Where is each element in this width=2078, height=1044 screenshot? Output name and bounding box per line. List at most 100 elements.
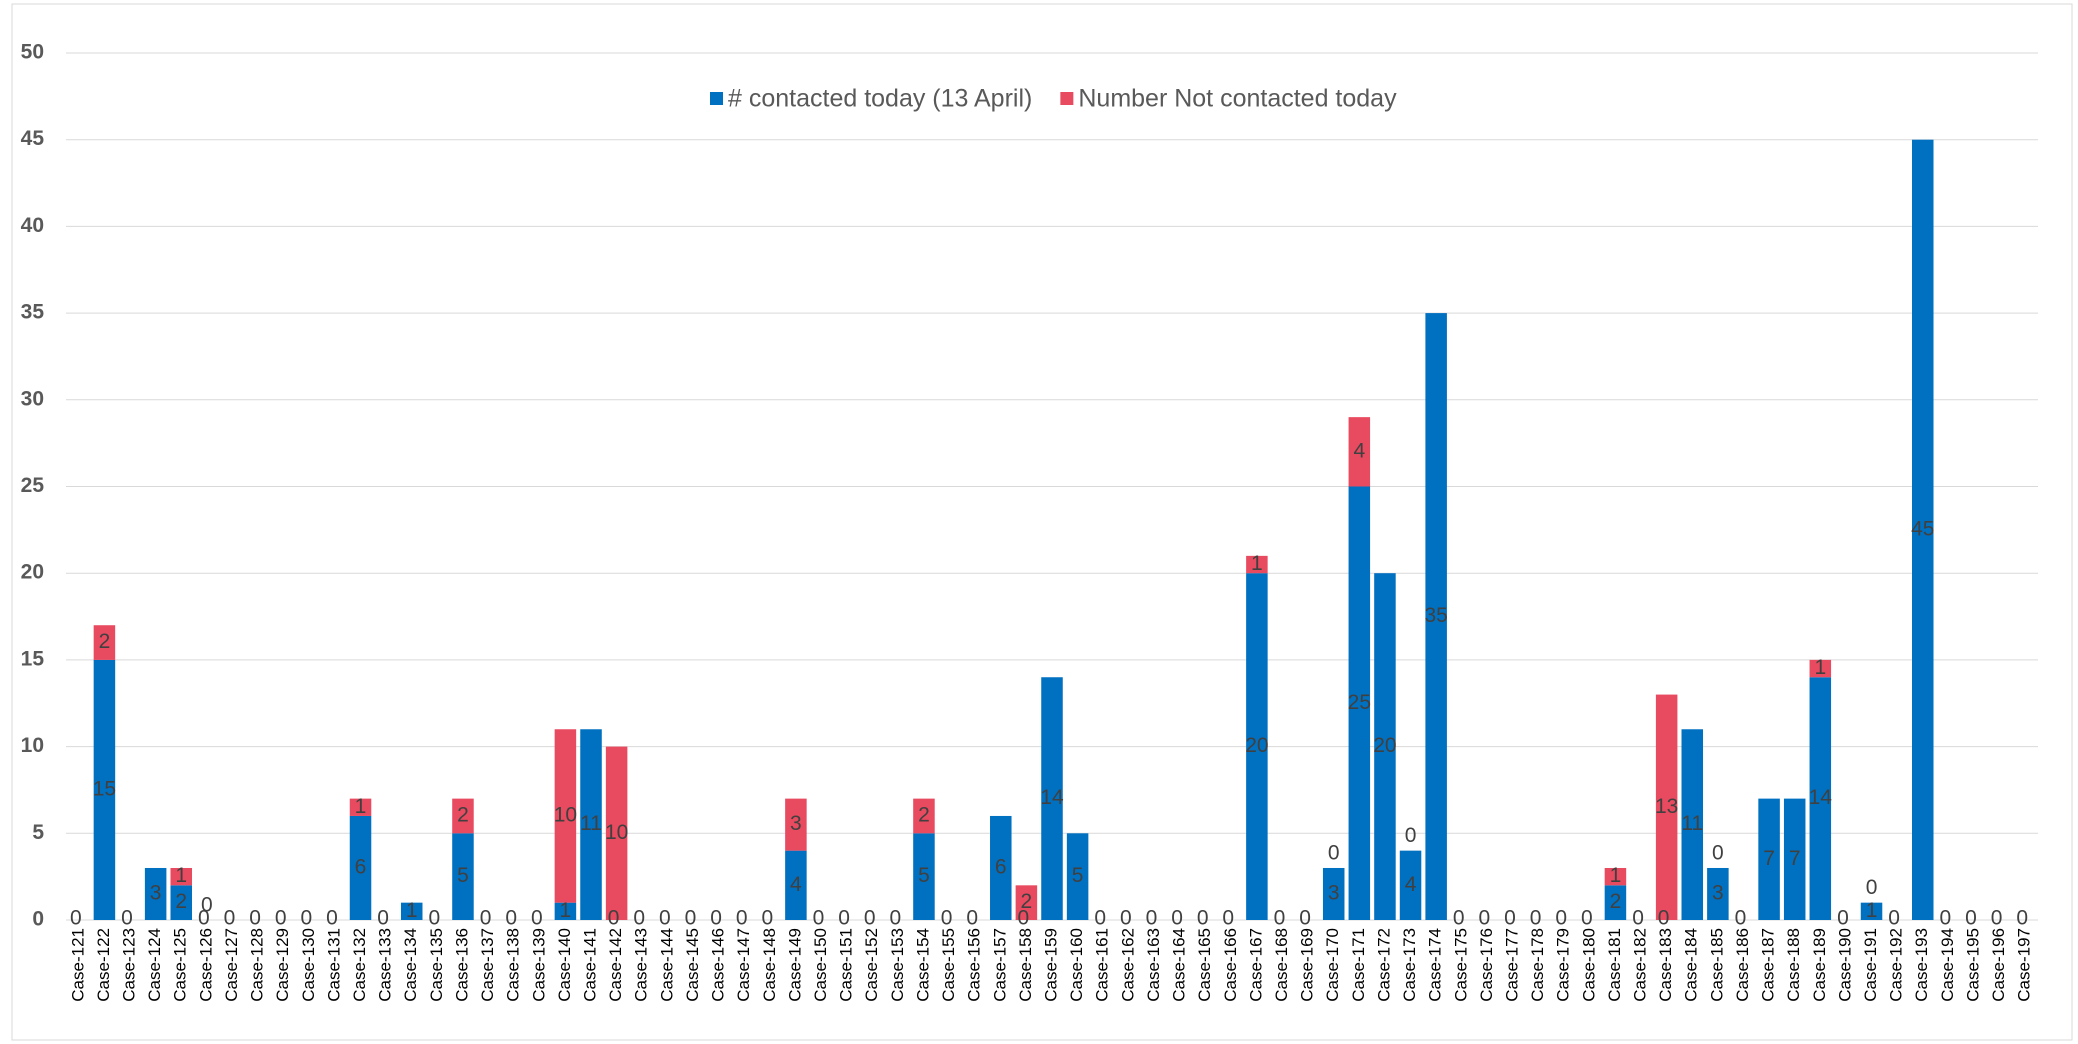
data-label: 0 [505, 907, 517, 930]
bar-segment [1758, 798, 1780, 920]
data-label: 15 [93, 777, 116, 800]
x-tick-label: Case-166 [1221, 928, 1240, 1002]
y-tick-label: 45 [21, 127, 45, 150]
data-label: 5 [1072, 864, 1084, 887]
x-tick-label: Case-160 [1067, 928, 1086, 1002]
x-tick-label: Case-190 [1835, 928, 1854, 1002]
x-tick-label: Case-136 [452, 928, 471, 1002]
data-label: 0 [1197, 907, 1209, 930]
data-label: 4 [790, 873, 802, 896]
data-label: 0 [1299, 907, 1311, 930]
data-label: 0 [1888, 907, 1900, 930]
x-tick-label: Case-138 [504, 928, 523, 1002]
data-label: 0 [300, 907, 312, 930]
x-tick-label: Case-121 [68, 928, 87, 1002]
data-label: 10 [605, 821, 628, 844]
data-label: 4 [1353, 439, 1365, 462]
x-tick-label: Case-134 [401, 928, 420, 1002]
data-label: 0 [813, 907, 825, 930]
data-label: 1 [175, 864, 187, 887]
x-tick-label: Case-131 [324, 928, 343, 1002]
bar-segment [1809, 677, 1832, 920]
data-label: 0 [121, 907, 133, 930]
x-tick-label: Case-181 [1605, 928, 1624, 1002]
bar-segment [170, 867, 193, 886]
bar-segment [1604, 867, 1627, 886]
x-tick-label: Case-191 [1861, 928, 1880, 1002]
x-tick-label: Case-122 [94, 928, 113, 1002]
bar-segment [452, 833, 474, 920]
bar-segment [785, 798, 807, 851]
chart-border [11, 3, 2073, 1041]
y-tick-label: 30 [21, 387, 44, 410]
x-tick-label: Case-148 [760, 928, 779, 1002]
data-label: 0 [1991, 907, 2003, 930]
data-label: 0 [326, 907, 338, 930]
data-label: 0 [1504, 907, 1516, 930]
bar-segment [1041, 677, 1063, 920]
data-label: 45 [1911, 517, 1934, 540]
x-tick-label: Case-169 [1298, 928, 1317, 1002]
x-tick-label: Case-172 [1374, 928, 1393, 1002]
x-tick-label: Case-162 [1118, 928, 1137, 1002]
x-tick-label: Case-167 [1246, 928, 1265, 1002]
data-label: 1 [560, 899, 572, 922]
x-tick-label: Case-161 [1093, 928, 1112, 1002]
data-label: 0 [1866, 876, 1878, 899]
x-tick-label: Case-182 [1631, 928, 1650, 1002]
data-label: 0 [1171, 907, 1183, 930]
x-tick-label: Case-179 [1554, 928, 1573, 1002]
x-tick-label: Case-139 [529, 928, 548, 1002]
data-label: 0 [1712, 842, 1724, 865]
x-tick-label: Case-142 [606, 928, 625, 1002]
x-tick-label: Case-133 [376, 928, 395, 1002]
bar-segment [580, 729, 602, 920]
y-tick-label: 10 [21, 734, 44, 757]
data-label: 13 [1655, 795, 1678, 818]
x-tick-label: Case-145 [683, 928, 702, 1002]
data-label: 0 [1479, 907, 1491, 930]
data-label: 0 [1018, 907, 1030, 930]
x-tick-label: Case-171 [1349, 928, 1368, 1002]
data-label: 11 [580, 812, 602, 835]
data-label: 0 [1555, 907, 1567, 930]
bar-segment [1604, 885, 1627, 920]
bar-segment [1066, 833, 1089, 920]
data-label: 0 [198, 907, 210, 930]
x-tick-label: Case-130 [299, 928, 318, 1002]
data-label: 6 [355, 856, 367, 879]
data-label: 14 [1040, 786, 1064, 809]
legend-swatch [710, 92, 723, 105]
x-tick-label: Case-128 [248, 928, 267, 1002]
x-tick-label: Case-144 [657, 928, 676, 1002]
x-tick-label: Case-173 [1400, 928, 1419, 1002]
bar-segment [1374, 573, 1396, 920]
data-label: 0 [1094, 907, 1106, 930]
x-tick-label: Case-124 [145, 928, 164, 1002]
x-tick-label: Case-127 [222, 928, 241, 1002]
data-label: 20 [1245, 734, 1268, 757]
x-tick-label: Case-174 [1426, 928, 1445, 1002]
data-label: 14 [1809, 786, 1833, 809]
x-tick-label: Case-192 [1887, 928, 1906, 1002]
bar-segment [1348, 486, 1371, 920]
data-label: 10 [554, 804, 577, 827]
data-label: 0 [864, 907, 876, 930]
data-label: 35 [1424, 604, 1447, 627]
x-tick-label: Case-189 [1810, 928, 1829, 1002]
x-tick-label: Case-186 [1733, 928, 1752, 1002]
data-label: 2 [99, 630, 111, 653]
x-tick-label: Case-183 [1656, 928, 1675, 1002]
data-label: 0 [1658, 907, 1670, 930]
y-tick-label: 50 [21, 41, 44, 64]
x-tick-label: Case-175 [1451, 928, 1470, 1002]
x-tick-label: Case-132 [350, 928, 369, 1002]
x-tick-label: Case-194 [1938, 928, 1957, 1002]
bar-segment [913, 798, 935, 834]
data-label: 0 [1405, 824, 1417, 847]
bar-segment [1425, 313, 1447, 921]
x-tick-label: Case-180 [1579, 928, 1598, 1002]
data-label: 0 [659, 907, 671, 930]
bar-segment [554, 729, 577, 903]
